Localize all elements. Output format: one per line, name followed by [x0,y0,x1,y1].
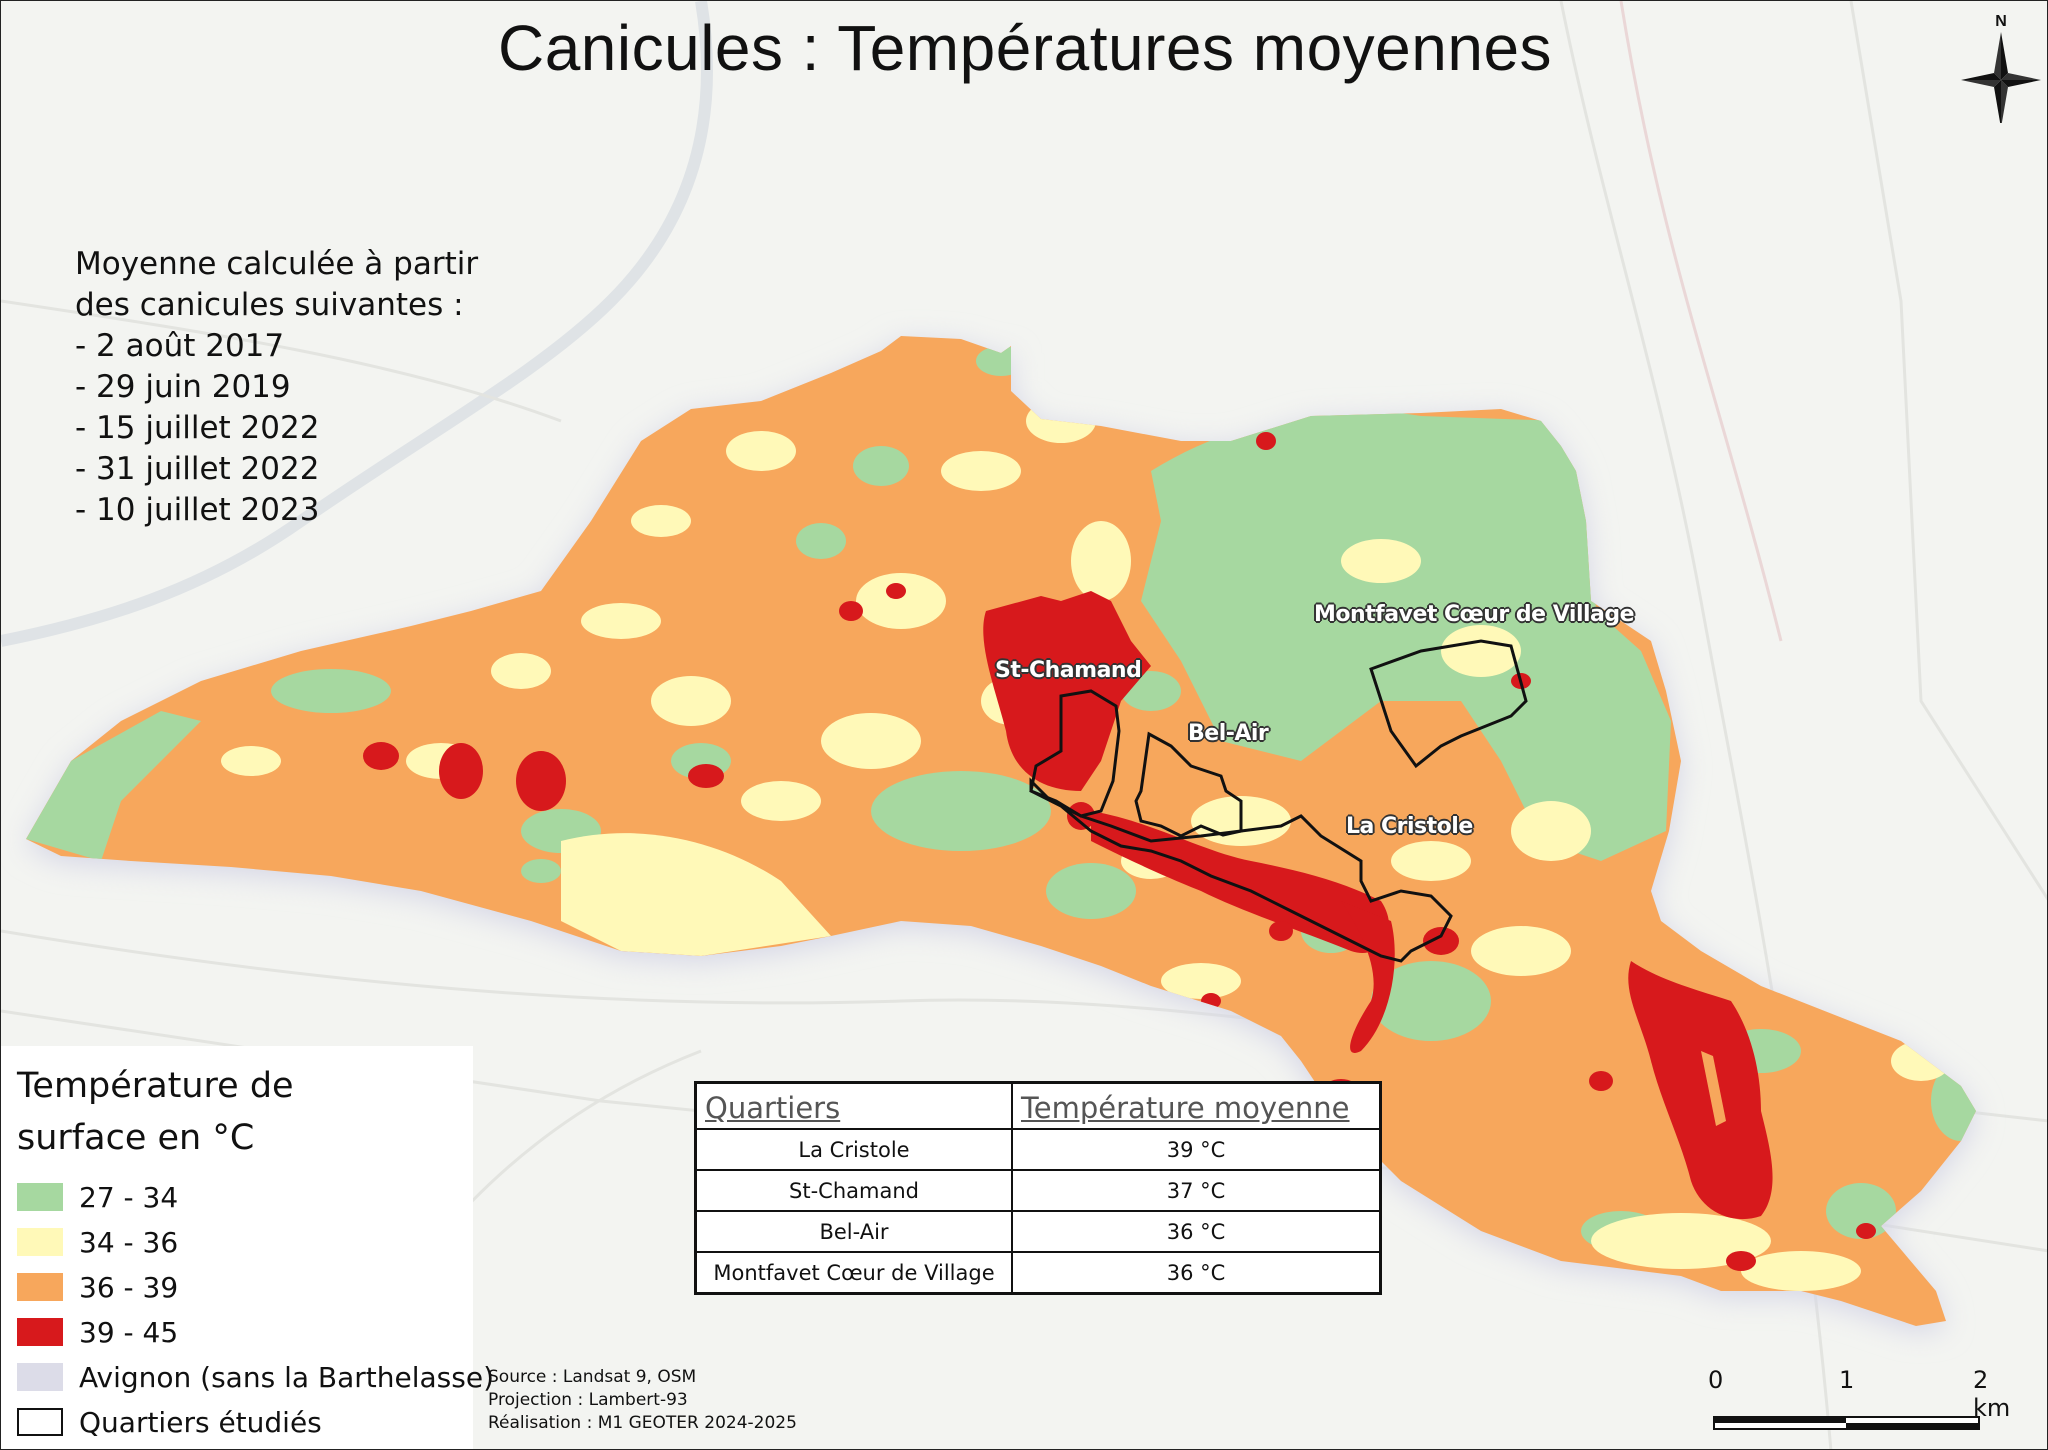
legend-swatch [17,1408,63,1436]
scale-label-2: 2 km [1973,1366,2011,1422]
legend-label: 34 - 36 [79,1225,179,1259]
outline-montfavet [1369,639,1528,769]
author-line: Réalisation : M1 GEOTER 2024-2025 [488,1413,797,1433]
compass-rose-icon [1961,32,2041,128]
scale-bar: 0 1 2 km [1701,1366,2021,1436]
quartiers-outlines [1029,639,1528,963]
temperature-table: Quartiers Température moyenne La Cristol… [694,1081,1382,1295]
intro-line: - 15 juillet 2022 [75,410,320,446]
label-st-chamand: St-Chamand [995,658,1142,683]
legend-swatch [17,1183,63,1211]
zones-39-45 [363,432,1876,1271]
north-arrow: N [1956,13,2046,128]
intro-line: - 2 août 2017 [75,328,285,364]
source-credits: Source : Landsat 9, OSM Projection : Lam… [488,1366,797,1435]
table-row: St-Chamand 37 °C [694,1169,1382,1212]
intro-line: Moyenne calculée à partir [75,246,479,282]
legend-swatch [17,1273,63,1301]
label-la-cristole: La Cristole [1346,814,1473,839]
outline-st-chamand [1029,689,1121,818]
table-cell: St-Chamand [694,1169,1013,1212]
scale-label-1: 1 [1839,1366,1855,1394]
legend-label: Quartiers étudiés [79,1405,322,1439]
outline-la-cristole [1029,777,1453,963]
scale-bar-graphic [1713,1416,1980,1430]
heatwave-dates-note: Moyenne calculée à partir des canicules … [75,244,478,531]
scale-label-0: 0 [1708,1366,1724,1394]
table-cell: Montfavet Cœur de Village [694,1251,1013,1295]
legend-title-line: Température de [17,1066,294,1106]
table-cell: 39 °C [1011,1128,1382,1171]
legend-item-quartiers: Quartiers étudiés [17,1405,322,1439]
intro-line: - 10 juillet 2023 [75,492,320,528]
table-header: Quartiers [694,1081,1013,1130]
intro-line: - 31 juillet 2022 [75,451,320,487]
map-title: Canicules : Températures moyennes [497,12,1553,84]
legend-item-34-36: 34 - 36 [17,1225,179,1259]
table-cell: 36 °C [1011,1251,1382,1295]
legend-item-avignon: Avignon (sans la Barthelasse) [17,1360,494,1394]
legend-swatch [17,1318,63,1346]
north-label: N [1995,13,2007,30]
legend-label: Avignon (sans la Barthelasse) [79,1360,494,1394]
zones-34-36 [221,355,1951,1291]
outline-bel-air [1134,731,1243,838]
source-line: Source : Landsat 9, OSM [488,1367,697,1387]
legend-label: 39 - 45 [79,1315,179,1349]
zone-36-39-strip [1701,1051,1726,1126]
zones-27-34 [26,346,1976,1251]
projection-line: Projection : Lambert-93 [488,1390,688,1410]
legend-label: 27 - 34 [79,1180,179,1214]
table-cell: 37 °C [1011,1169,1382,1212]
table-row: La Cristole 39 °C [694,1128,1382,1171]
legend-item-39-45: 39 - 45 [17,1315,179,1349]
legend-title-line: surface en °C [17,1118,255,1158]
legend-swatch [17,1228,63,1256]
table-cell: Bel-Air [694,1210,1013,1253]
label-montfavet: Montfavet Cœur de Village [1314,602,1635,627]
intro-line: des canicules suivantes : [75,287,464,323]
table-row: Bel-Air 36 °C [694,1210,1382,1253]
legend-panel: Température de surface en °C 27 - 34 34 … [1,1046,494,1449]
table-row: Montfavet Cœur de Village 36 °C [694,1251,1382,1295]
legend-item-36-39: 36 - 39 [17,1270,179,1304]
legend-title: Température de surface en °C [17,1060,294,1164]
intro-line: - 29 juin 2019 [75,369,291,405]
table-header: Température moyenne [1011,1081,1382,1130]
legend-label: 36 - 39 [79,1270,179,1304]
legend-swatch [17,1363,63,1391]
table-cell: La Cristole [694,1128,1013,1171]
label-bel-air: Bel-Air [1188,721,1269,746]
legend-item-27-34: 27 - 34 [17,1180,179,1214]
table-cell: 36 °C [1011,1210,1382,1253]
table-header-row: Quartiers Température moyenne [694,1081,1382,1130]
